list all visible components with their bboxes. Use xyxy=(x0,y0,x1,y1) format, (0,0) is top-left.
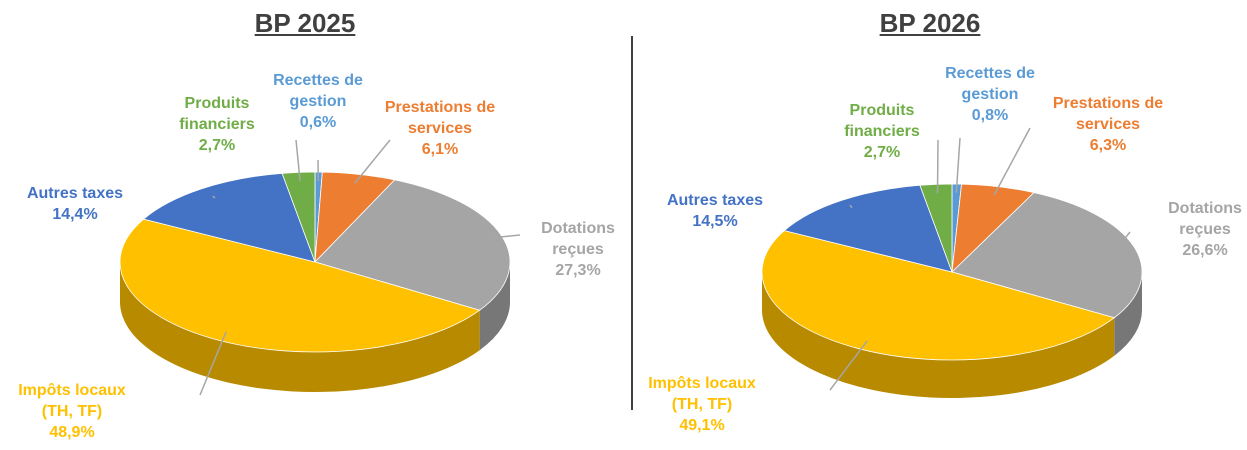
category-label: Recettes de gestion xyxy=(945,65,1035,103)
leader-line xyxy=(1115,231,1131,250)
data-label: Prestations de services 6,1% xyxy=(370,97,510,160)
leader-line xyxy=(829,340,868,391)
leader-line xyxy=(482,234,521,240)
value-label: 27,3% xyxy=(555,262,601,279)
slice-side xyxy=(479,262,510,351)
chart-title: BP 2026 xyxy=(879,8,981,38)
value-label: 14,5% xyxy=(692,213,738,230)
data-label: Dotations reçues 27,3% xyxy=(533,218,623,281)
leader-line xyxy=(993,127,1031,196)
slice-side xyxy=(1114,272,1142,356)
category-label: Produits financiers xyxy=(179,95,255,133)
slice-side xyxy=(762,272,1115,399)
slice-side xyxy=(120,262,480,393)
category-label: Dotations reçues xyxy=(1168,200,1242,238)
data-label: Impôts locaux (TH, TF) 49,1% xyxy=(632,373,772,436)
leader-line xyxy=(354,139,391,184)
data-label: Recettes de gestion 0,6% xyxy=(263,70,373,133)
category-label: Prestations de services xyxy=(1052,95,1164,133)
data-label: Produits financiers 2,7% xyxy=(167,93,267,156)
slice xyxy=(281,171,316,263)
slice xyxy=(142,172,316,263)
value-label: 6,1% xyxy=(421,141,459,158)
category-label: Produits financiers xyxy=(844,102,920,140)
data-label: Produits financiers 2,7% xyxy=(832,100,932,163)
leader-line xyxy=(955,137,961,193)
slice xyxy=(119,218,481,353)
category-label: Impôts locaux (TH, TF) xyxy=(648,375,756,413)
data-label: Prestations de services 6,3% xyxy=(1038,93,1178,156)
value-label: 2,7% xyxy=(863,144,901,161)
data-label: Autres taxes 14,4% xyxy=(10,183,140,225)
data-label: Recettes de gestion 0,8% xyxy=(935,63,1045,126)
data-label: Dotations reçues 26,6% xyxy=(1160,198,1247,261)
category-label: Dotations reçues xyxy=(541,220,615,258)
chart-title: BP 2025 xyxy=(254,8,356,38)
slice xyxy=(951,192,1143,319)
leader-line xyxy=(199,331,227,396)
value-label: 6,3% xyxy=(1089,137,1127,154)
value-label: 0,6% xyxy=(299,114,337,131)
category-label: Impôts locaux (TH, TF) xyxy=(18,382,126,420)
leader-line xyxy=(849,204,853,209)
category-label: Autres taxes xyxy=(666,192,764,209)
value-label: 0,8% xyxy=(971,107,1009,124)
slice xyxy=(919,183,953,273)
value-label: 26,6% xyxy=(1182,242,1228,259)
value-label: 49,1% xyxy=(679,417,725,434)
leader-line xyxy=(212,195,216,199)
category-label: Recettes de gestion xyxy=(273,72,363,110)
category-label: Autres taxes xyxy=(26,185,124,202)
data-label: Impôts locaux (TH, TF) 48,9% xyxy=(2,380,142,443)
value-label: 48,9% xyxy=(49,424,95,441)
leader-line xyxy=(295,139,301,182)
slice xyxy=(761,230,1116,361)
data-label: Autres taxes 14,5% xyxy=(650,190,780,232)
slice xyxy=(783,184,953,273)
value-label: 2,7% xyxy=(198,137,236,154)
value-label: 14,4% xyxy=(52,206,98,223)
category-label: Prestations de services xyxy=(384,99,496,137)
